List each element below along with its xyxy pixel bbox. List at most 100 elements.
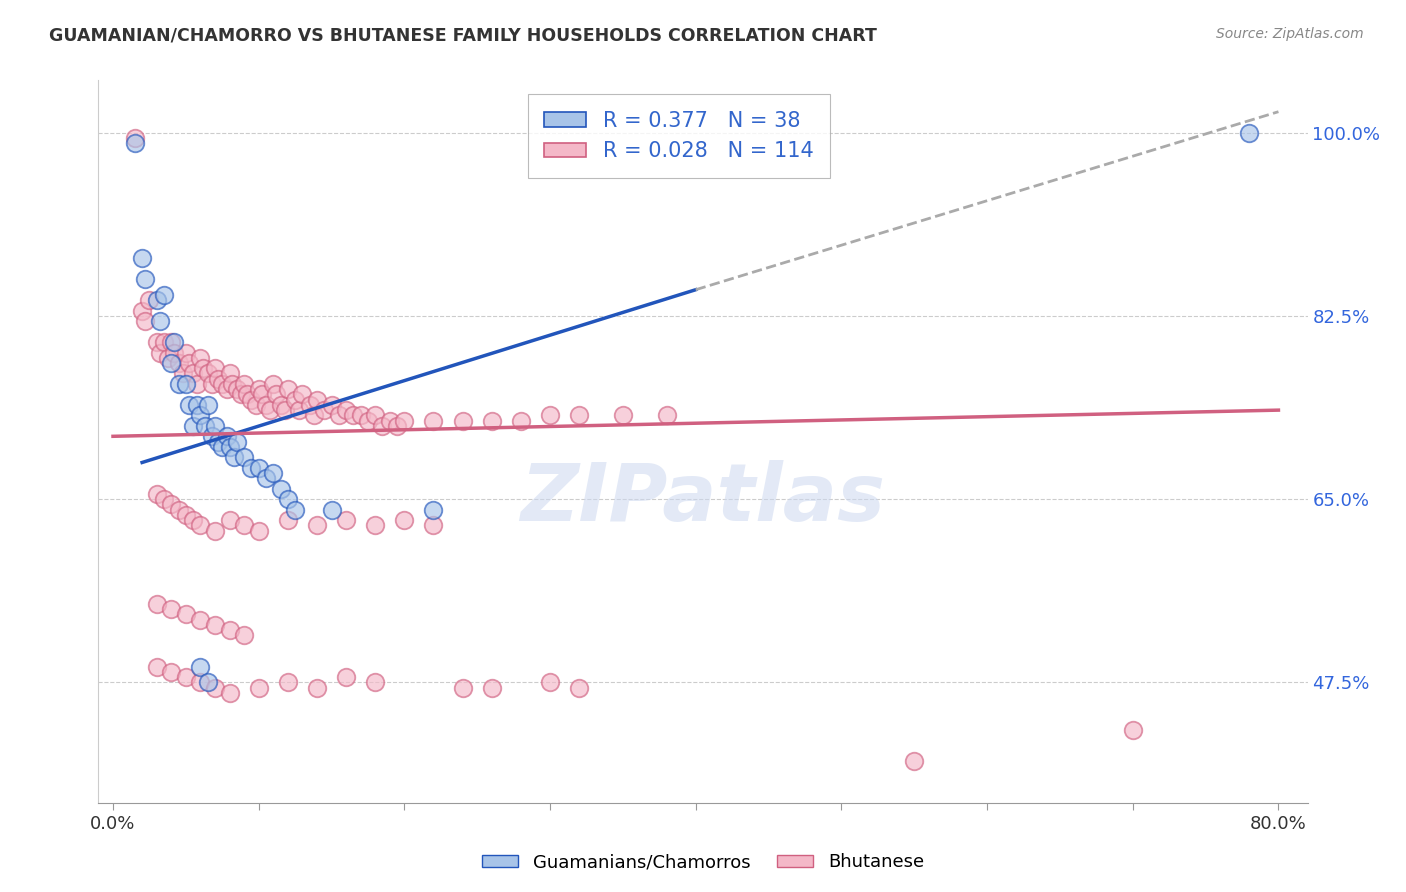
Point [145, 293, 167, 308]
Point [153, 288, 176, 302]
Point [211, 440, 233, 454]
Point [215, 429, 238, 443]
Legend: R = 0.377   N = 38, R = 0.028   N = 114: R = 0.377 N = 38, R = 0.028 N = 114 [527, 95, 830, 178]
Point [218, 440, 240, 454]
Point [254, 398, 277, 412]
Point [568, 681, 591, 695]
Point [277, 382, 299, 396]
Point [264, 387, 287, 401]
Point [177, 398, 200, 412]
Point [153, 334, 176, 349]
Point [262, 466, 284, 480]
Point [218, 686, 240, 700]
Point [481, 681, 503, 695]
Point [190, 659, 212, 673]
Point [163, 345, 186, 359]
Point [394, 414, 416, 428]
Point [197, 367, 219, 381]
Point [245, 398, 267, 412]
Point [157, 351, 180, 365]
Point [298, 398, 321, 412]
Point [193, 361, 215, 376]
Point [422, 518, 444, 533]
Point [211, 376, 233, 391]
Point [240, 392, 263, 407]
Point [190, 613, 212, 627]
Point [204, 361, 226, 376]
Point [207, 434, 229, 449]
Point [221, 376, 243, 391]
Point [167, 376, 190, 391]
Point [277, 513, 299, 527]
Point [201, 376, 224, 391]
Point [160, 665, 183, 679]
Point [302, 409, 325, 423]
Point [186, 376, 208, 391]
Point [207, 372, 229, 386]
Point [335, 403, 357, 417]
Point [225, 382, 247, 396]
Point [247, 681, 270, 695]
Point [204, 524, 226, 538]
Point [167, 356, 190, 370]
Point [194, 418, 217, 433]
Point [131, 252, 153, 266]
Point [215, 382, 238, 396]
Point [222, 450, 245, 465]
Point [160, 356, 183, 370]
Point [204, 681, 226, 695]
Point [335, 670, 357, 684]
Point [145, 597, 167, 611]
Point [274, 403, 297, 417]
Point [284, 502, 307, 516]
Point [218, 513, 240, 527]
Point [181, 513, 204, 527]
Point [270, 398, 292, 412]
Point [160, 602, 183, 616]
Point [145, 334, 167, 349]
Point [233, 518, 256, 533]
Point [181, 418, 204, 433]
Point [422, 414, 444, 428]
Point [1239, 126, 1261, 140]
Point [509, 414, 531, 428]
Point [225, 434, 247, 449]
Point [1122, 723, 1144, 737]
Point [145, 659, 167, 673]
Point [174, 607, 197, 622]
Point [131, 303, 153, 318]
Point [190, 409, 212, 423]
Point [218, 623, 240, 637]
Point [201, 429, 224, 443]
Point [174, 376, 197, 391]
Point [328, 409, 350, 423]
Text: Source: ZipAtlas.com: Source: ZipAtlas.com [1216, 27, 1364, 41]
Point [181, 367, 204, 381]
Point [247, 460, 270, 475]
Point [231, 387, 253, 401]
Point [568, 409, 591, 423]
Point [612, 409, 634, 423]
Point [250, 387, 273, 401]
Point [364, 675, 387, 690]
Point [167, 502, 190, 516]
Point [124, 136, 146, 150]
Point [236, 387, 259, 401]
Point [134, 272, 156, 286]
Point [163, 334, 186, 349]
Point [197, 675, 219, 690]
Point [394, 513, 416, 527]
Point [134, 314, 156, 328]
Point [305, 518, 328, 533]
Point [321, 398, 343, 412]
Point [204, 418, 226, 433]
Point [371, 418, 394, 433]
Point [160, 497, 183, 511]
Point [277, 675, 299, 690]
Text: GUAMANIAN/CHAMORRO VS BHUTANESE FAMILY HOUSEHOLDS CORRELATION CHART: GUAMANIAN/CHAMORRO VS BHUTANESE FAMILY H… [49, 27, 877, 45]
Point [190, 675, 212, 690]
Point [218, 367, 240, 381]
Point [350, 409, 373, 423]
Point [385, 418, 408, 433]
Point [174, 508, 197, 522]
